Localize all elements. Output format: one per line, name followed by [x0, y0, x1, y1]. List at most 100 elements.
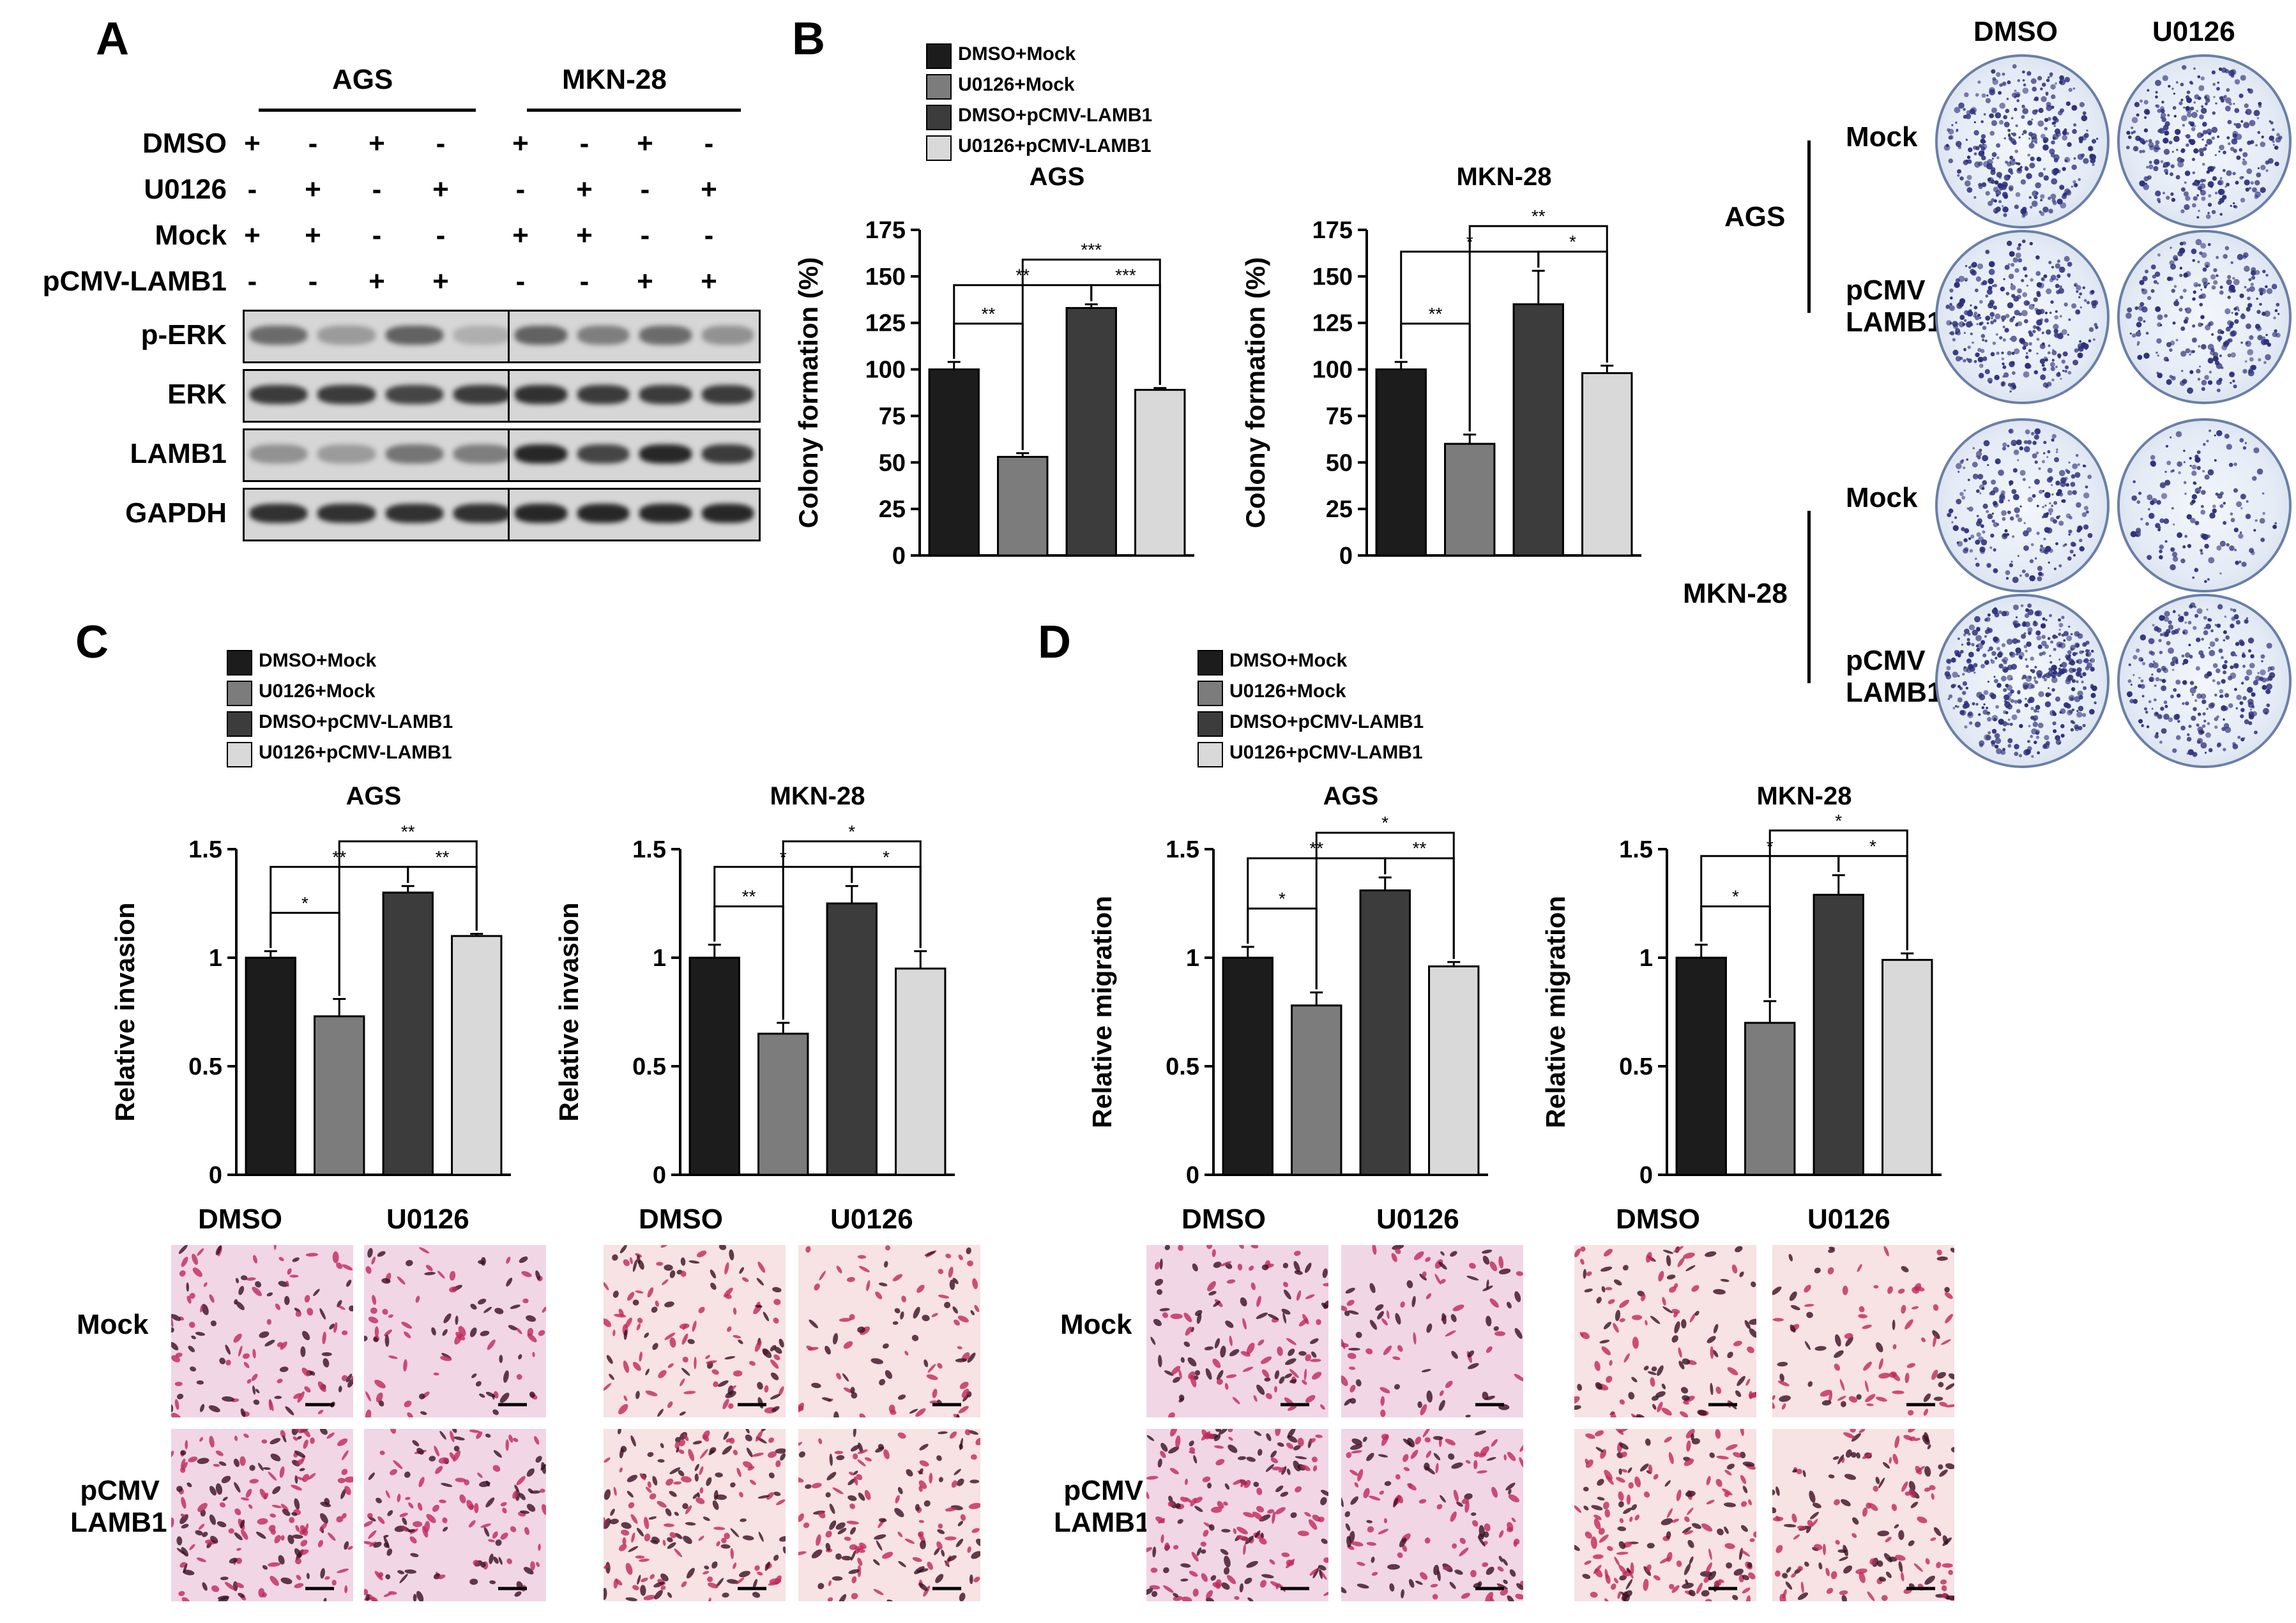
colony-dot [2037, 751, 2041, 755]
colony-dot [2239, 176, 2244, 180]
cell [1813, 1502, 1821, 1509]
colony-dot [2164, 169, 2169, 174]
colony-dot [2239, 293, 2244, 299]
cell [337, 1300, 342, 1308]
cell [1289, 1369, 1299, 1378]
colony-dot [2067, 625, 2071, 628]
colony-dot [2035, 326, 2040, 330]
cell [724, 1262, 729, 1275]
colony-dot [2186, 143, 2189, 147]
cell [1744, 1320, 1751, 1329]
colony-dot [1948, 128, 1954, 135]
cell [798, 1551, 807, 1556]
cell [293, 1393, 301, 1400]
colony-dot [2143, 184, 2150, 190]
cell [848, 1569, 860, 1574]
colony-dot [2133, 130, 2136, 133]
colony-dot [2201, 162, 2205, 166]
cell [825, 1543, 831, 1551]
cell [747, 1466, 755, 1471]
cell [1733, 1452, 1742, 1458]
colony-dot [2231, 312, 2233, 314]
colony-dot [1968, 266, 1972, 269]
colony-dot [2191, 126, 2196, 132]
cell [1233, 1479, 1243, 1485]
colony-dot [2193, 707, 2197, 711]
cell [726, 1438, 732, 1443]
colony-dot [2186, 98, 2190, 102]
cell [1724, 1491, 1730, 1497]
colony-dot [2244, 442, 2247, 444]
cell [519, 1493, 526, 1500]
colony-dot [2242, 696, 2247, 700]
colony-dot [2055, 735, 2060, 741]
cell [1323, 1591, 1328, 1596]
cell [171, 1451, 174, 1458]
colony-dot [2053, 324, 2059, 330]
cell [1661, 1407, 1672, 1416]
colony-dot [2216, 87, 2220, 91]
colony-dot [1996, 156, 2000, 160]
cell [294, 1558, 301, 1565]
colony-dot [2017, 459, 2019, 462]
cell [1585, 1531, 1592, 1539]
colony-dot [2167, 114, 2170, 117]
colony-dot [2237, 253, 2244, 260]
colony-dot [2219, 540, 2226, 547]
cell [1897, 1288, 1905, 1294]
colony-dot [2058, 628, 2061, 631]
colony-dot [2075, 309, 2081, 315]
cell [338, 1305, 346, 1310]
cell [1381, 1434, 1389, 1446]
colony-dot [1965, 113, 1972, 119]
cell [1818, 1562, 1823, 1570]
colony-dot [2072, 554, 2076, 557]
colony-dot [2075, 652, 2078, 655]
colony-dot [2074, 348, 2079, 353]
y-tick-label: 0 [653, 1162, 666, 1188]
cell [1904, 1372, 1910, 1384]
legend-label: U0126+pCMV-LAMB1 [259, 742, 452, 763]
cell [1908, 1481, 1916, 1491]
colony-dot [1950, 331, 1955, 336]
cell [1413, 1332, 1417, 1345]
cell [513, 1437, 519, 1442]
significance-label: ** [436, 847, 450, 867]
cell [1631, 1377, 1638, 1383]
cell [397, 1493, 401, 1502]
blot-band [385, 326, 443, 345]
colony-dot [1973, 663, 1978, 668]
cell [1740, 1525, 1748, 1532]
colony-dot [2200, 183, 2206, 190]
colony-dot [1972, 447, 1975, 449]
colony-dot [2143, 352, 2150, 359]
colony-dot [2081, 680, 2084, 684]
cell [521, 1271, 532, 1278]
cell [1626, 1494, 1631, 1505]
cell [453, 1436, 465, 1441]
micro-col-label: DMSO [198, 1204, 282, 1235]
cell [736, 1467, 741, 1477]
cell [489, 1553, 494, 1564]
colony-dot [2274, 162, 2279, 167]
cell [1465, 1414, 1471, 1417]
colony-dot [2085, 640, 2090, 645]
colony-dot [2034, 679, 2036, 682]
cell [1720, 1279, 1730, 1282]
cell [1414, 1251, 1424, 1260]
cell [171, 1518, 174, 1528]
cell [1258, 1340, 1265, 1346]
cell [1233, 1528, 1236, 1534]
colony-dot [2050, 366, 2055, 372]
colony-dot [2219, 144, 2224, 151]
cell [365, 1391, 371, 1401]
blot-band [453, 326, 511, 345]
cell [1400, 1301, 1405, 1308]
cell [956, 1414, 960, 1417]
cell [1804, 1285, 1811, 1293]
cell [1453, 1490, 1459, 1502]
colony-dot [2218, 377, 2223, 382]
colony-dot [2032, 109, 2038, 115]
cell [1158, 1518, 1166, 1524]
colony-dot [2023, 446, 2030, 453]
